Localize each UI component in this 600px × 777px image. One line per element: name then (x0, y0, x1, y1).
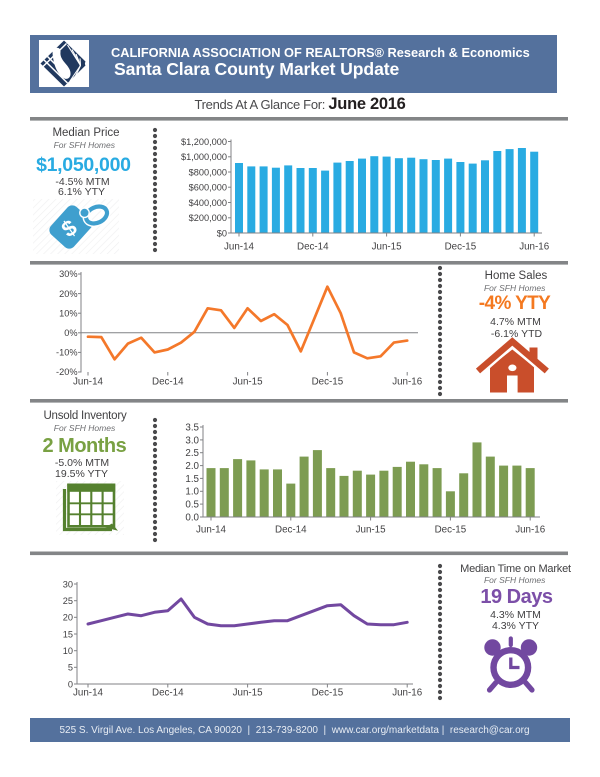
svg-text:Jun-15: Jun-15 (233, 688, 264, 699)
svg-text:Jun-14: Jun-14 (73, 688, 104, 699)
svg-text:5: 5 (68, 663, 73, 673)
svg-text:15: 15 (63, 629, 73, 639)
svg-text:Jun-16: Jun-16 (515, 525, 546, 536)
svg-text:Dec-14: Dec-14 (152, 377, 184, 388)
svg-text:Dec-15: Dec-15 (445, 242, 477, 253)
svg-text:$1,200,000: $1,200,000 (181, 137, 227, 147)
svg-text:20%: 20% (59, 289, 77, 299)
svg-text:Jun-15: Jun-15 (233, 377, 264, 388)
svg-text:-10%: -10% (56, 348, 77, 358)
svg-text:-20%: -20% (56, 367, 77, 377)
svg-text:2.0: 2.0 (185, 461, 199, 472)
svg-text:Dec-15: Dec-15 (312, 377, 344, 388)
svg-text:Jun-14: Jun-14 (224, 242, 255, 253)
svg-text:30: 30 (63, 579, 73, 589)
svg-text:Jun-16: Jun-16 (392, 688, 423, 699)
svg-text:3.5: 3.5 (185, 422, 199, 433)
svg-text:10: 10 (63, 646, 73, 656)
svg-text:Jun-15: Jun-15 (356, 525, 387, 536)
svg-text:0.5: 0.5 (185, 500, 199, 511)
svg-text:Jun-14: Jun-14 (73, 377, 104, 388)
svg-text:$600,000: $600,000 (189, 183, 227, 193)
svg-text:$800,000: $800,000 (189, 167, 227, 177)
svg-text:Jun-16: Jun-16 (392, 377, 423, 388)
svg-text:1.0: 1.0 (185, 487, 199, 498)
svg-text:2.5: 2.5 (185, 448, 199, 459)
svg-text:Dec-14: Dec-14 (297, 242, 329, 253)
svg-text:1.5: 1.5 (185, 474, 199, 485)
svg-text:0: 0 (68, 679, 73, 689)
svg-text:10%: 10% (59, 308, 77, 318)
svg-text:Dec-14: Dec-14 (152, 688, 184, 699)
svg-text:$1,000,000: $1,000,000 (181, 152, 227, 162)
svg-text:Dec-15: Dec-15 (435, 525, 467, 536)
svg-text:30%: 30% (59, 269, 77, 279)
svg-text:25: 25 (63, 596, 73, 606)
svg-text:Dec-15: Dec-15 (312, 688, 344, 699)
svg-text:$400,000: $400,000 (189, 198, 227, 208)
svg-text:Jun-14: Jun-14 (196, 525, 227, 536)
svg-text:Jun-15: Jun-15 (372, 242, 403, 253)
svg-text:0.0: 0.0 (185, 512, 199, 523)
svg-text:20: 20 (63, 613, 73, 623)
svg-text:3.0: 3.0 (185, 435, 199, 446)
svg-text:Dec-14: Dec-14 (275, 525, 307, 536)
svg-text:0%: 0% (64, 328, 77, 338)
svg-text:$0: $0 (217, 228, 227, 238)
svg-text:$200,000: $200,000 (189, 213, 227, 223)
svg-text:Jun-16: Jun-16 (519, 242, 550, 253)
